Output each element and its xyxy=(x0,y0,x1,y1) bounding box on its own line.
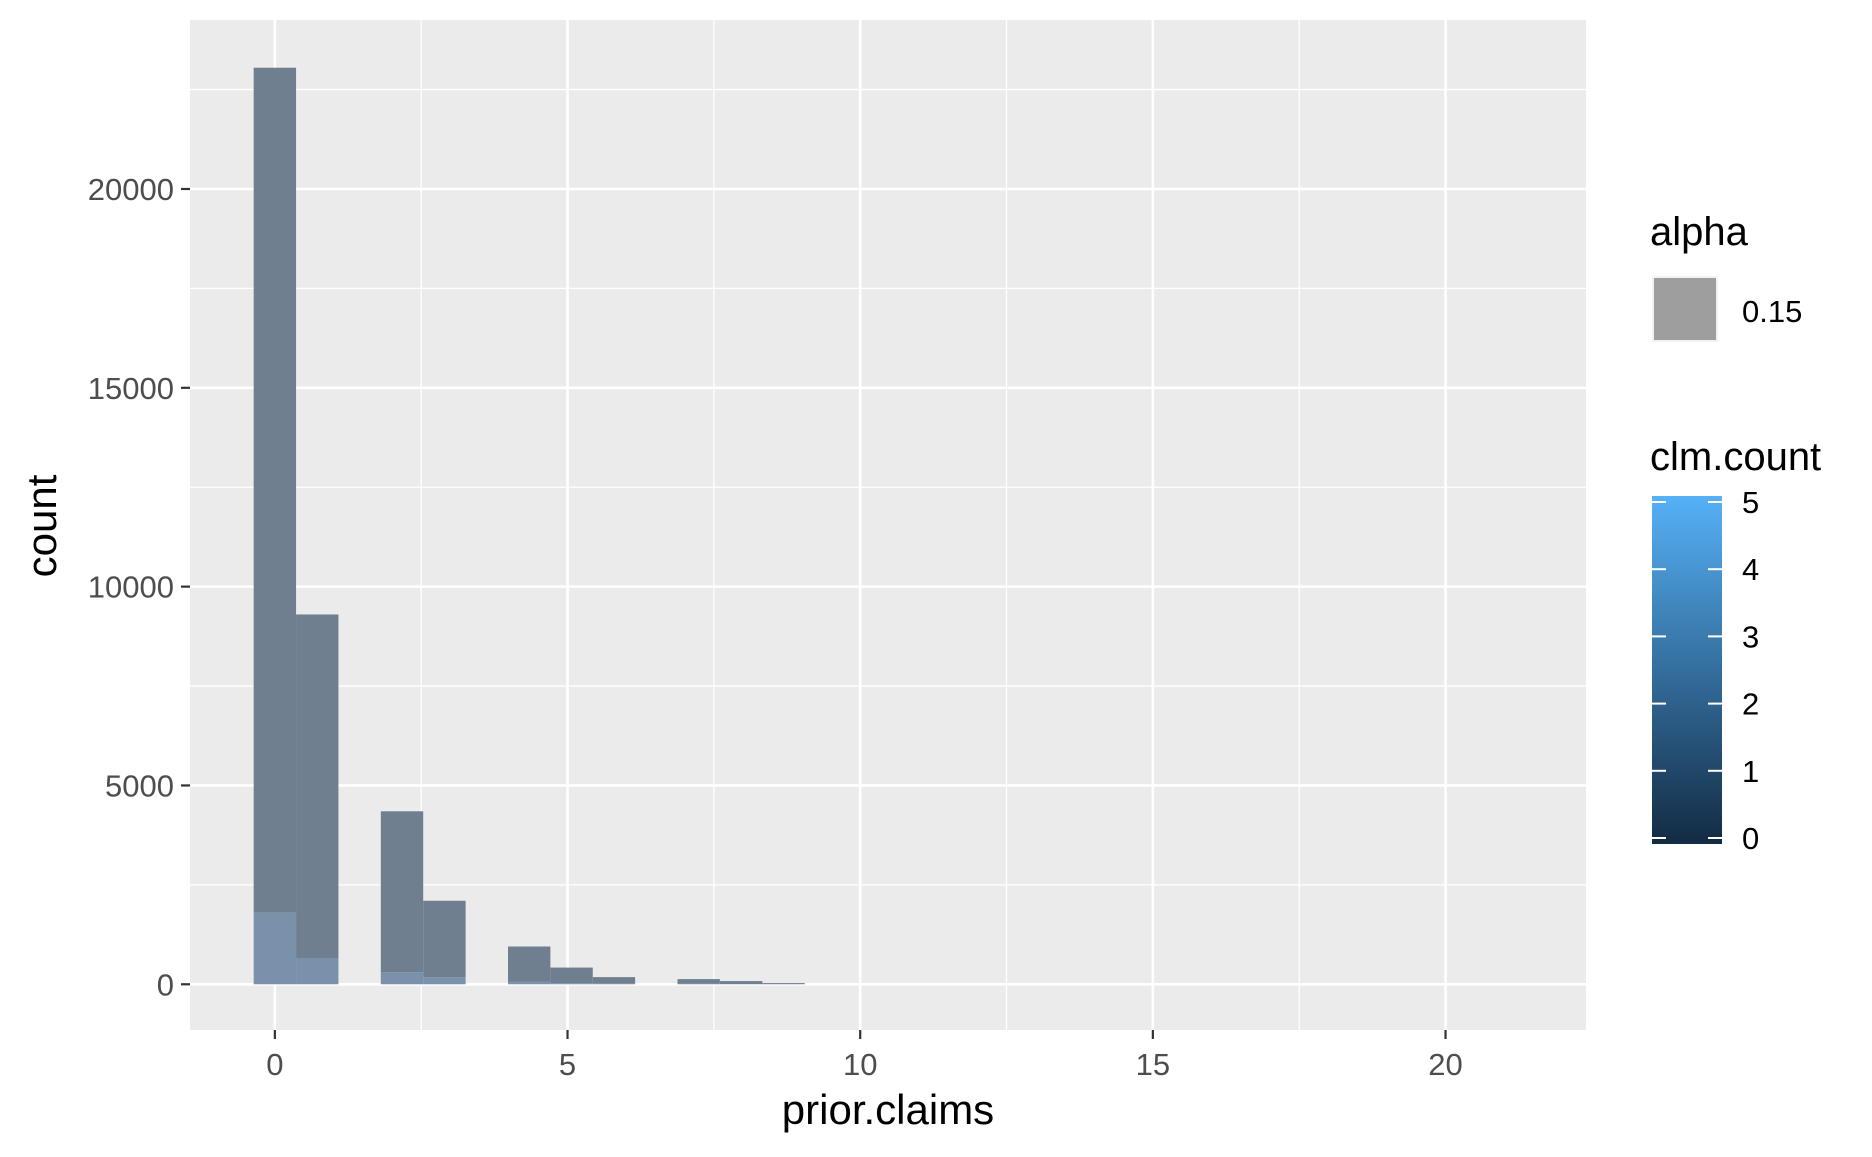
x-tick-label: 15 xyxy=(1136,1047,1170,1082)
x-tick-label: 20 xyxy=(1428,1047,1462,1082)
bar-dark xyxy=(254,68,296,913)
colorbar-label: 5 xyxy=(1742,485,1759,520)
x-tick-label: 10 xyxy=(843,1047,877,1082)
bar-light xyxy=(296,958,338,984)
bar-dark xyxy=(381,811,423,972)
legend-clm-count-title: clm.count xyxy=(1650,435,1821,479)
y-axis: 0 5000 10000 15000 20000 xyxy=(88,172,190,1002)
bar-dark xyxy=(593,977,635,984)
y-tick-label: 5000 xyxy=(105,768,174,803)
legend-alpha-title: alpha xyxy=(1650,210,1749,254)
bar-dark xyxy=(678,979,720,984)
x-tick-label: 5 xyxy=(559,1047,576,1082)
legend-alpha: alpha 0.15 xyxy=(1650,210,1802,342)
y-tick-label: 0 xyxy=(157,967,174,1002)
bar-light xyxy=(254,913,296,985)
bar-dark xyxy=(508,946,550,981)
x-tick-label: 0 xyxy=(266,1047,283,1082)
bar-light xyxy=(593,984,635,985)
bar-dark xyxy=(720,981,762,984)
bar-light xyxy=(508,982,550,984)
colorbar-label: 1 xyxy=(1742,754,1759,789)
bar-light xyxy=(381,972,423,984)
legend-colorbar xyxy=(1652,496,1722,844)
legend-clm-count: clm.count 0 1 2 3 4 5 xyxy=(1650,435,1821,856)
bar-light xyxy=(550,983,592,984)
x-axis: 0 5 10 15 20 xyxy=(266,1030,1463,1082)
colorbar-label: 3 xyxy=(1742,619,1759,654)
bar-dark xyxy=(550,968,592,984)
y-tick-label: 15000 xyxy=(88,371,174,406)
bar-light xyxy=(423,977,465,984)
y-tick-label: 20000 xyxy=(88,172,174,207)
colorbar-label: 2 xyxy=(1742,687,1759,722)
legend-alpha-key xyxy=(1654,278,1716,340)
bar-dark xyxy=(762,983,804,984)
bar-dark xyxy=(296,614,338,958)
bar-dark xyxy=(423,901,465,977)
y-axis-title: count xyxy=(18,474,65,577)
colorbar-label: 4 xyxy=(1742,552,1759,587)
colorbar-label: 0 xyxy=(1742,821,1759,856)
x-axis-title: prior.claims xyxy=(782,1086,994,1133)
y-tick-label: 10000 xyxy=(88,570,174,605)
legend-alpha-label: 0.15 xyxy=(1742,294,1802,329)
